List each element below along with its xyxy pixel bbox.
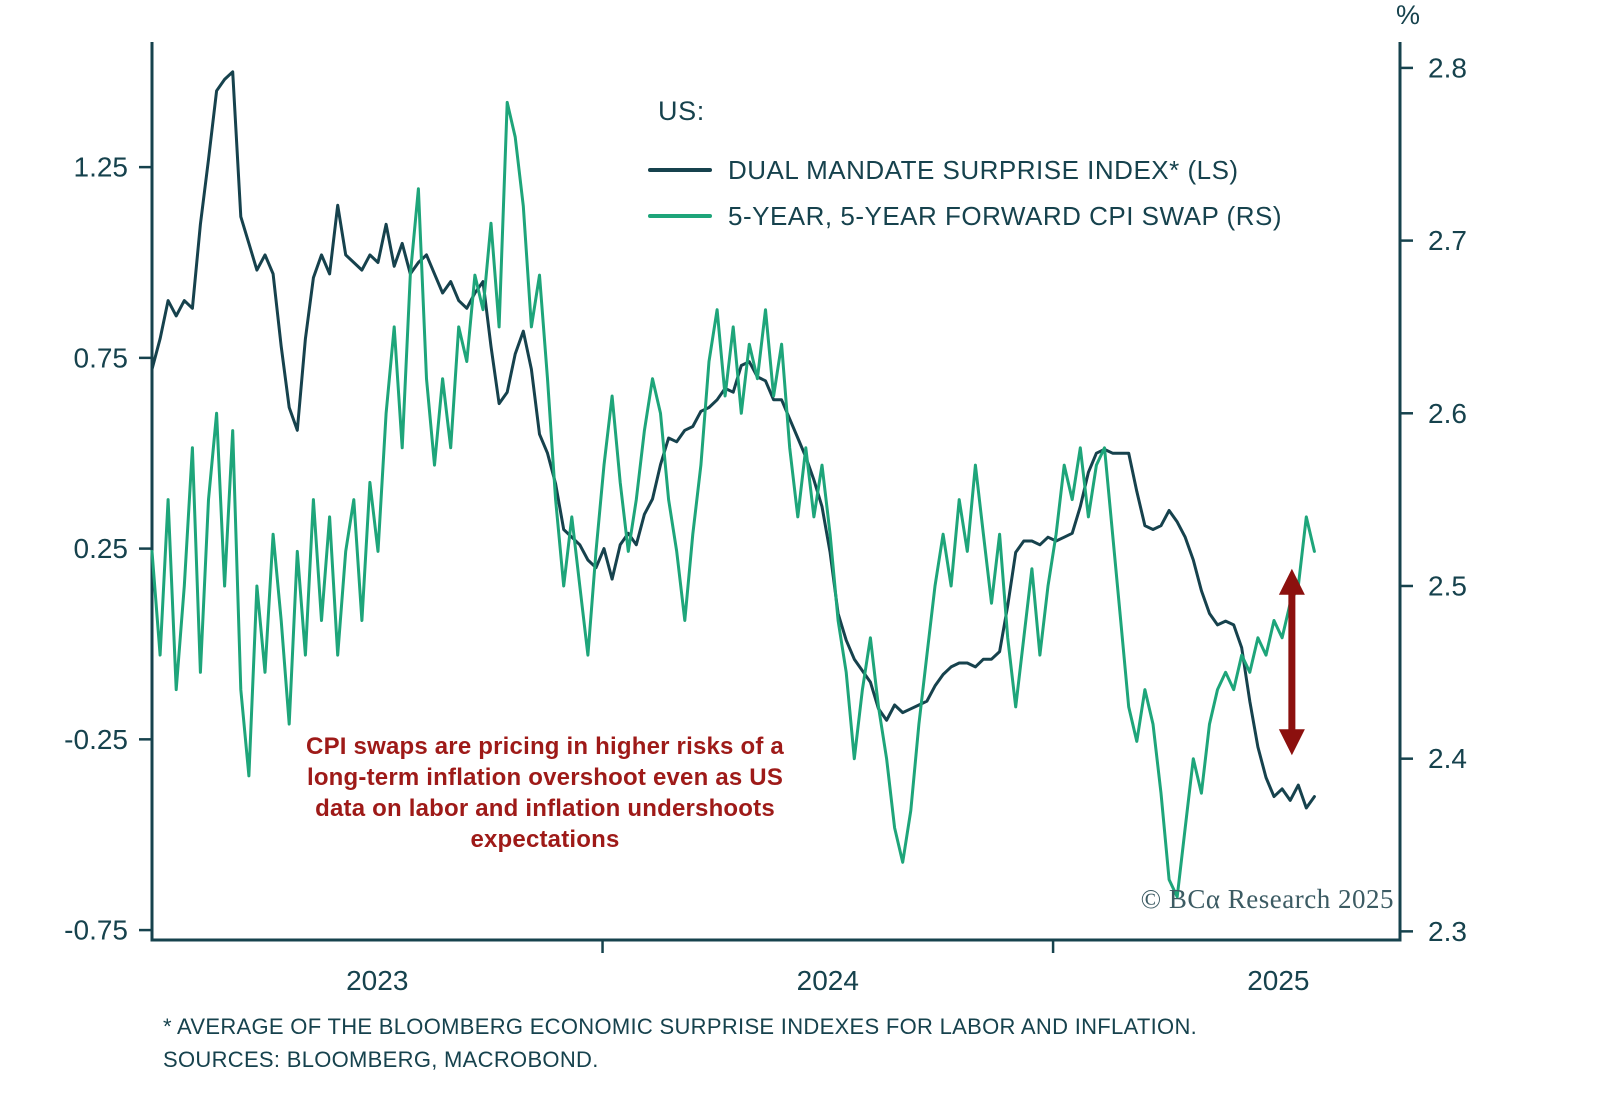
legend-item-dual-mandate: DUAL MANDATE SURPRISE INDEX* (LS) bbox=[648, 147, 1282, 193]
legend-swatch-dual-mandate bbox=[648, 168, 712, 172]
left-axis-tick-label: -0.75 bbox=[64, 915, 128, 946]
legend-label-dual-mandate: DUAL MANDATE SURPRISE INDEX* (LS) bbox=[728, 154, 1239, 185]
arrow-head-up bbox=[1278, 568, 1305, 595]
legend-label-cpi-swap: 5-YEAR, 5-YEAR FORWARD CPI SWAP (RS) bbox=[728, 200, 1282, 231]
watermark: © BCα Research 2025 bbox=[1140, 884, 1394, 914]
left-axis-tick-label: 0.75 bbox=[74, 342, 129, 373]
right-axis-tick-label: 2.4 bbox=[1428, 743, 1467, 774]
footnote: * AVERAGE OF THE BLOOMBERG ECONOMIC SURP… bbox=[163, 1010, 1197, 1076]
annotation-line: CPI swaps are pricing in higher risks of… bbox=[306, 733, 784, 760]
footnote-line: SOURCES: BLOOMBERG, MACROBOND. bbox=[163, 1047, 599, 1072]
right-axis-tick-label: 2.6 bbox=[1428, 398, 1467, 429]
chart-legend: US: DUAL MANDATE SURPRISE INDEX* (LS) 5-… bbox=[648, 96, 1282, 239]
annotation-line: long-term inflation overshoot even as US bbox=[306, 764, 784, 791]
annotation-line: data on labor and inflation undershoots bbox=[315, 795, 775, 822]
x-axis-tick-label: 2023 bbox=[346, 965, 408, 996]
left-axis-tick-label: 0.25 bbox=[74, 533, 129, 564]
x-axis-tick-label: 2024 bbox=[797, 965, 859, 996]
left-axis-tick-label: 1.25 bbox=[74, 152, 129, 183]
footnote-line: * AVERAGE OF THE BLOOMBERG ECONOMIC SURP… bbox=[163, 1014, 1198, 1039]
annotation-text: CPI swaps are pricing in higher risks of… bbox=[268, 731, 822, 855]
right-axis-tick-label: 2.5 bbox=[1428, 570, 1467, 601]
legend-item-cpi-swap: 5-YEAR, 5-YEAR FORWARD CPI SWAP (RS) bbox=[648, 193, 1282, 239]
right-axis-unit-label: % bbox=[1396, 0, 1420, 30]
series-line-dual-mandate bbox=[150, 70, 1316, 810]
right-axis-tick-label: 2.3 bbox=[1428, 916, 1467, 947]
left-axis-tick-label: -0.25 bbox=[64, 724, 128, 755]
arrow-head-down bbox=[1278, 729, 1305, 756]
right-axis-tick-label: 2.8 bbox=[1428, 52, 1467, 83]
series-line-cpi-swap bbox=[150, 100, 1316, 899]
x-axis-tick-label: 2025 bbox=[1247, 965, 1309, 996]
right-axis-tick-label: 2.7 bbox=[1428, 225, 1467, 256]
annotation-line: expectations bbox=[470, 826, 620, 853]
legend-swatch-cpi-swap bbox=[648, 214, 712, 218]
legend-heading: US: bbox=[658, 96, 705, 126]
